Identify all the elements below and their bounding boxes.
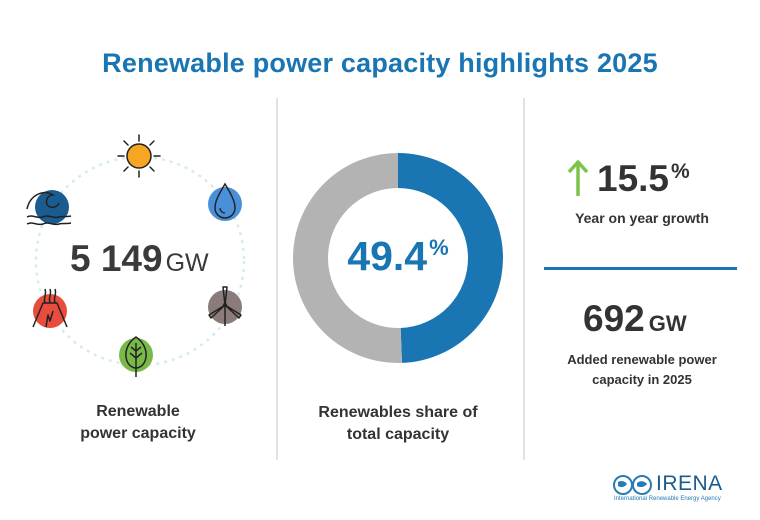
- capacity-label-line2: power capacity: [80, 425, 196, 442]
- up-arrow-icon: [567, 160, 589, 196]
- added-label-line1: Added renewable power: [567, 352, 717, 367]
- capacity-value: 5 149 GW: [70, 238, 209, 280]
- added-unit: GW: [648, 311, 687, 336]
- capacity-unit: GW: [165, 249, 209, 277]
- right-divider: [544, 267, 737, 270]
- logo-name: IRENA: [656, 472, 723, 495]
- added-capacity-label: Added renewable power capacity in 2025: [544, 350, 740, 390]
- capacity-number: 5 149: [70, 238, 163, 279]
- geothermal-icon: [32, 288, 68, 328]
- share-number: 49.4: [347, 233, 428, 279]
- capacity-label-line1: Renewable: [96, 403, 180, 420]
- share-donut-chart: [293, 153, 504, 363]
- share-label-line1: Renewables share of: [318, 404, 478, 421]
- logo-subtitle: International Renewable Energy Agency: [614, 496, 721, 502]
- leaf-icon: [119, 336, 153, 377]
- donut-slice-renewables: [398, 153, 504, 363]
- share-label-line2: total capacity: [346, 426, 450, 443]
- share-value: 49.4%: [330, 233, 466, 280]
- growth-percent-sign: %: [671, 160, 690, 183]
- growth-number: 15.5: [597, 158, 670, 199]
- wave-icon: [26, 190, 72, 226]
- irena-globe-icon: [613, 475, 652, 495]
- divider-left: [276, 98, 278, 460]
- added-number: 692: [583, 298, 645, 339]
- added-capacity-value: 692 GW: [583, 298, 687, 340]
- sun-icon: [117, 134, 161, 178]
- water-drop-icon: [208, 182, 242, 221]
- growth-label: Year on year growth: [575, 210, 709, 226]
- share-percent-sign: %: [429, 235, 449, 260]
- growth-value: 15.5%: [597, 158, 690, 200]
- divider-right: [523, 98, 525, 460]
- capacity-label: Renewable power capacity: [40, 401, 236, 445]
- donut-slice-other: [293, 153, 402, 363]
- share-label: Renewables share of total capacity: [288, 402, 508, 446]
- added-label-line2: capacity in 2025: [592, 372, 692, 387]
- page-title: Renewable power capacity highlights 2025: [102, 48, 658, 78]
- wind-turbine-icon: [208, 286, 242, 326]
